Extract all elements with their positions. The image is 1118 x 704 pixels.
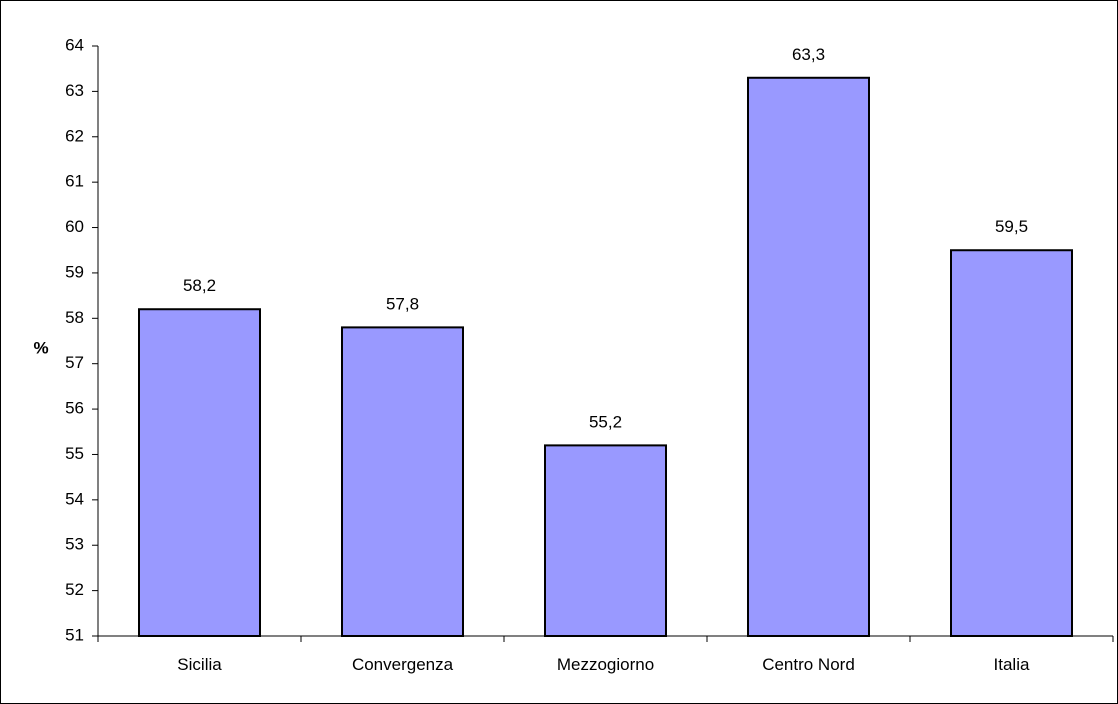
- y-tick-label: 58: [65, 308, 84, 327]
- y-tick-label: 51: [65, 625, 84, 644]
- bar: [341, 326, 464, 637]
- bar: [138, 308, 261, 637]
- x-category-label: Italia: [994, 655, 1030, 674]
- bar: [747, 76, 870, 638]
- y-tick-label: 60: [65, 217, 84, 236]
- data-label: 63,3: [792, 45, 825, 64]
- y-tick-label: 52: [65, 580, 84, 599]
- x-category-label: Centro Nord: [762, 655, 855, 674]
- data-label: 55,2: [589, 412, 622, 431]
- x-category-label: Mezzogiorno: [557, 655, 654, 674]
- bar: [544, 444, 667, 637]
- y-tick-label: 53: [65, 535, 84, 554]
- y-tick-label: 62: [65, 126, 84, 145]
- data-label: 59,5: [995, 217, 1028, 236]
- x-category-label: Sicilia: [177, 655, 222, 674]
- y-tick-label: 63: [65, 81, 84, 100]
- bar: [950, 249, 1073, 637]
- y-tick-label: 64: [65, 35, 84, 54]
- y-tick-label: 54: [65, 489, 84, 508]
- y-axis-label: %: [33, 338, 48, 357]
- y-tick-label: 61: [65, 172, 84, 191]
- y-tick-label: 55: [65, 444, 84, 463]
- x-category-label: Convergenza: [352, 655, 454, 674]
- data-label: 58,2: [183, 276, 216, 295]
- y-tick-label: 56: [65, 399, 84, 418]
- y-tick-label: 59: [65, 262, 84, 281]
- y-tick-label: 57: [65, 353, 84, 372]
- data-label: 57,8: [386, 294, 419, 313]
